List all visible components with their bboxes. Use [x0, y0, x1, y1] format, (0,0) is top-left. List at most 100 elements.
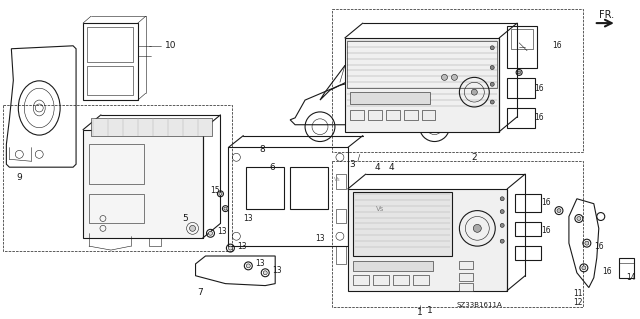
Circle shape [474, 224, 481, 232]
Bar [332, 9, 583, 152]
Bar [350, 110, 364, 120]
Bar [332, 161, 583, 307]
Circle shape [585, 241, 589, 245]
Text: 6: 6 [269, 163, 275, 172]
Text: 11: 11 [573, 289, 582, 298]
Text: 1: 1 [427, 306, 433, 315]
Bar [515, 246, 541, 260]
Text: 16: 16 [534, 113, 544, 122]
Text: SZ33B1611A: SZ33B1611A [456, 302, 502, 308]
Bar [368, 110, 381, 120]
Circle shape [490, 65, 494, 70]
Circle shape [557, 209, 561, 212]
Circle shape [442, 74, 447, 80]
Bar [515, 222, 541, 236]
Text: 4: 4 [375, 163, 381, 172]
Text: 12: 12 [573, 298, 582, 307]
Text: 9: 9 [17, 173, 22, 182]
Text: 7: 7 [198, 288, 204, 297]
Circle shape [246, 264, 250, 268]
Text: 16: 16 [552, 41, 562, 50]
Bar [390, 41, 404, 51]
Bar [507, 26, 537, 68]
Text: Vs: Vs [333, 176, 340, 182]
Circle shape [189, 226, 196, 231]
Text: 13: 13 [237, 241, 247, 251]
Circle shape [500, 239, 504, 243]
Bar [336, 174, 346, 189]
Bar [413, 275, 429, 285]
Bar [404, 110, 417, 120]
Circle shape [500, 223, 504, 227]
Bar [91, 118, 212, 136]
Bar [228, 147, 348, 246]
Text: 15: 15 [211, 186, 220, 195]
Bar [3, 105, 232, 251]
Bar [246, 167, 284, 209]
Text: 4: 4 [389, 163, 394, 172]
Bar [348, 189, 507, 291]
Text: 13: 13 [218, 227, 227, 236]
Bar [515, 194, 541, 211]
Bar [350, 92, 429, 104]
Text: 16: 16 [602, 267, 612, 276]
Circle shape [490, 100, 494, 104]
Circle shape [224, 207, 227, 210]
Circle shape [228, 246, 232, 250]
Text: 5: 5 [182, 214, 188, 223]
Bar [248, 175, 254, 181]
Text: 14: 14 [626, 273, 636, 282]
Circle shape [500, 197, 504, 201]
Bar [290, 167, 328, 209]
Bar [460, 273, 474, 281]
Text: 13: 13 [243, 214, 253, 223]
Circle shape [263, 271, 268, 275]
Bar [89, 145, 144, 184]
Text: 2: 2 [472, 153, 477, 162]
Bar [83, 130, 202, 238]
Bar [422, 110, 435, 120]
Text: 1: 1 [417, 308, 422, 317]
Circle shape [518, 71, 520, 74]
Circle shape [219, 192, 222, 195]
Text: 13: 13 [315, 234, 325, 243]
Text: FR.: FR. [599, 10, 614, 20]
Bar [393, 275, 408, 285]
Bar [347, 41, 497, 88]
Text: 10: 10 [165, 41, 177, 50]
Text: 16: 16 [541, 198, 551, 207]
Text: 13: 13 [273, 266, 282, 275]
Text: 3: 3 [349, 160, 355, 169]
Bar [460, 261, 474, 269]
Circle shape [582, 266, 586, 270]
Bar [89, 194, 144, 223]
Bar [336, 209, 346, 223]
Bar [507, 108, 535, 128]
Bar [507, 78, 535, 98]
Text: Vs: Vs [376, 206, 384, 211]
Circle shape [500, 210, 504, 213]
Bar [87, 27, 133, 62]
Bar [353, 261, 433, 271]
Text: 16: 16 [534, 84, 544, 93]
Bar [148, 238, 161, 246]
Bar [345, 38, 499, 132]
Bar [353, 192, 452, 256]
Text: 8: 8 [259, 145, 265, 154]
Bar [386, 110, 399, 120]
Bar [372, 275, 388, 285]
Circle shape [577, 217, 581, 220]
Bar [336, 246, 346, 264]
Circle shape [490, 46, 494, 50]
Bar [460, 283, 474, 291]
Circle shape [490, 82, 494, 86]
Text: 16: 16 [594, 241, 604, 251]
Circle shape [451, 74, 458, 80]
Bar [87, 65, 133, 95]
Circle shape [471, 89, 477, 95]
Bar [511, 29, 533, 49]
Bar [83, 23, 138, 100]
Bar [353, 275, 369, 285]
Text: 16: 16 [541, 226, 551, 235]
Bar [619, 258, 634, 278]
